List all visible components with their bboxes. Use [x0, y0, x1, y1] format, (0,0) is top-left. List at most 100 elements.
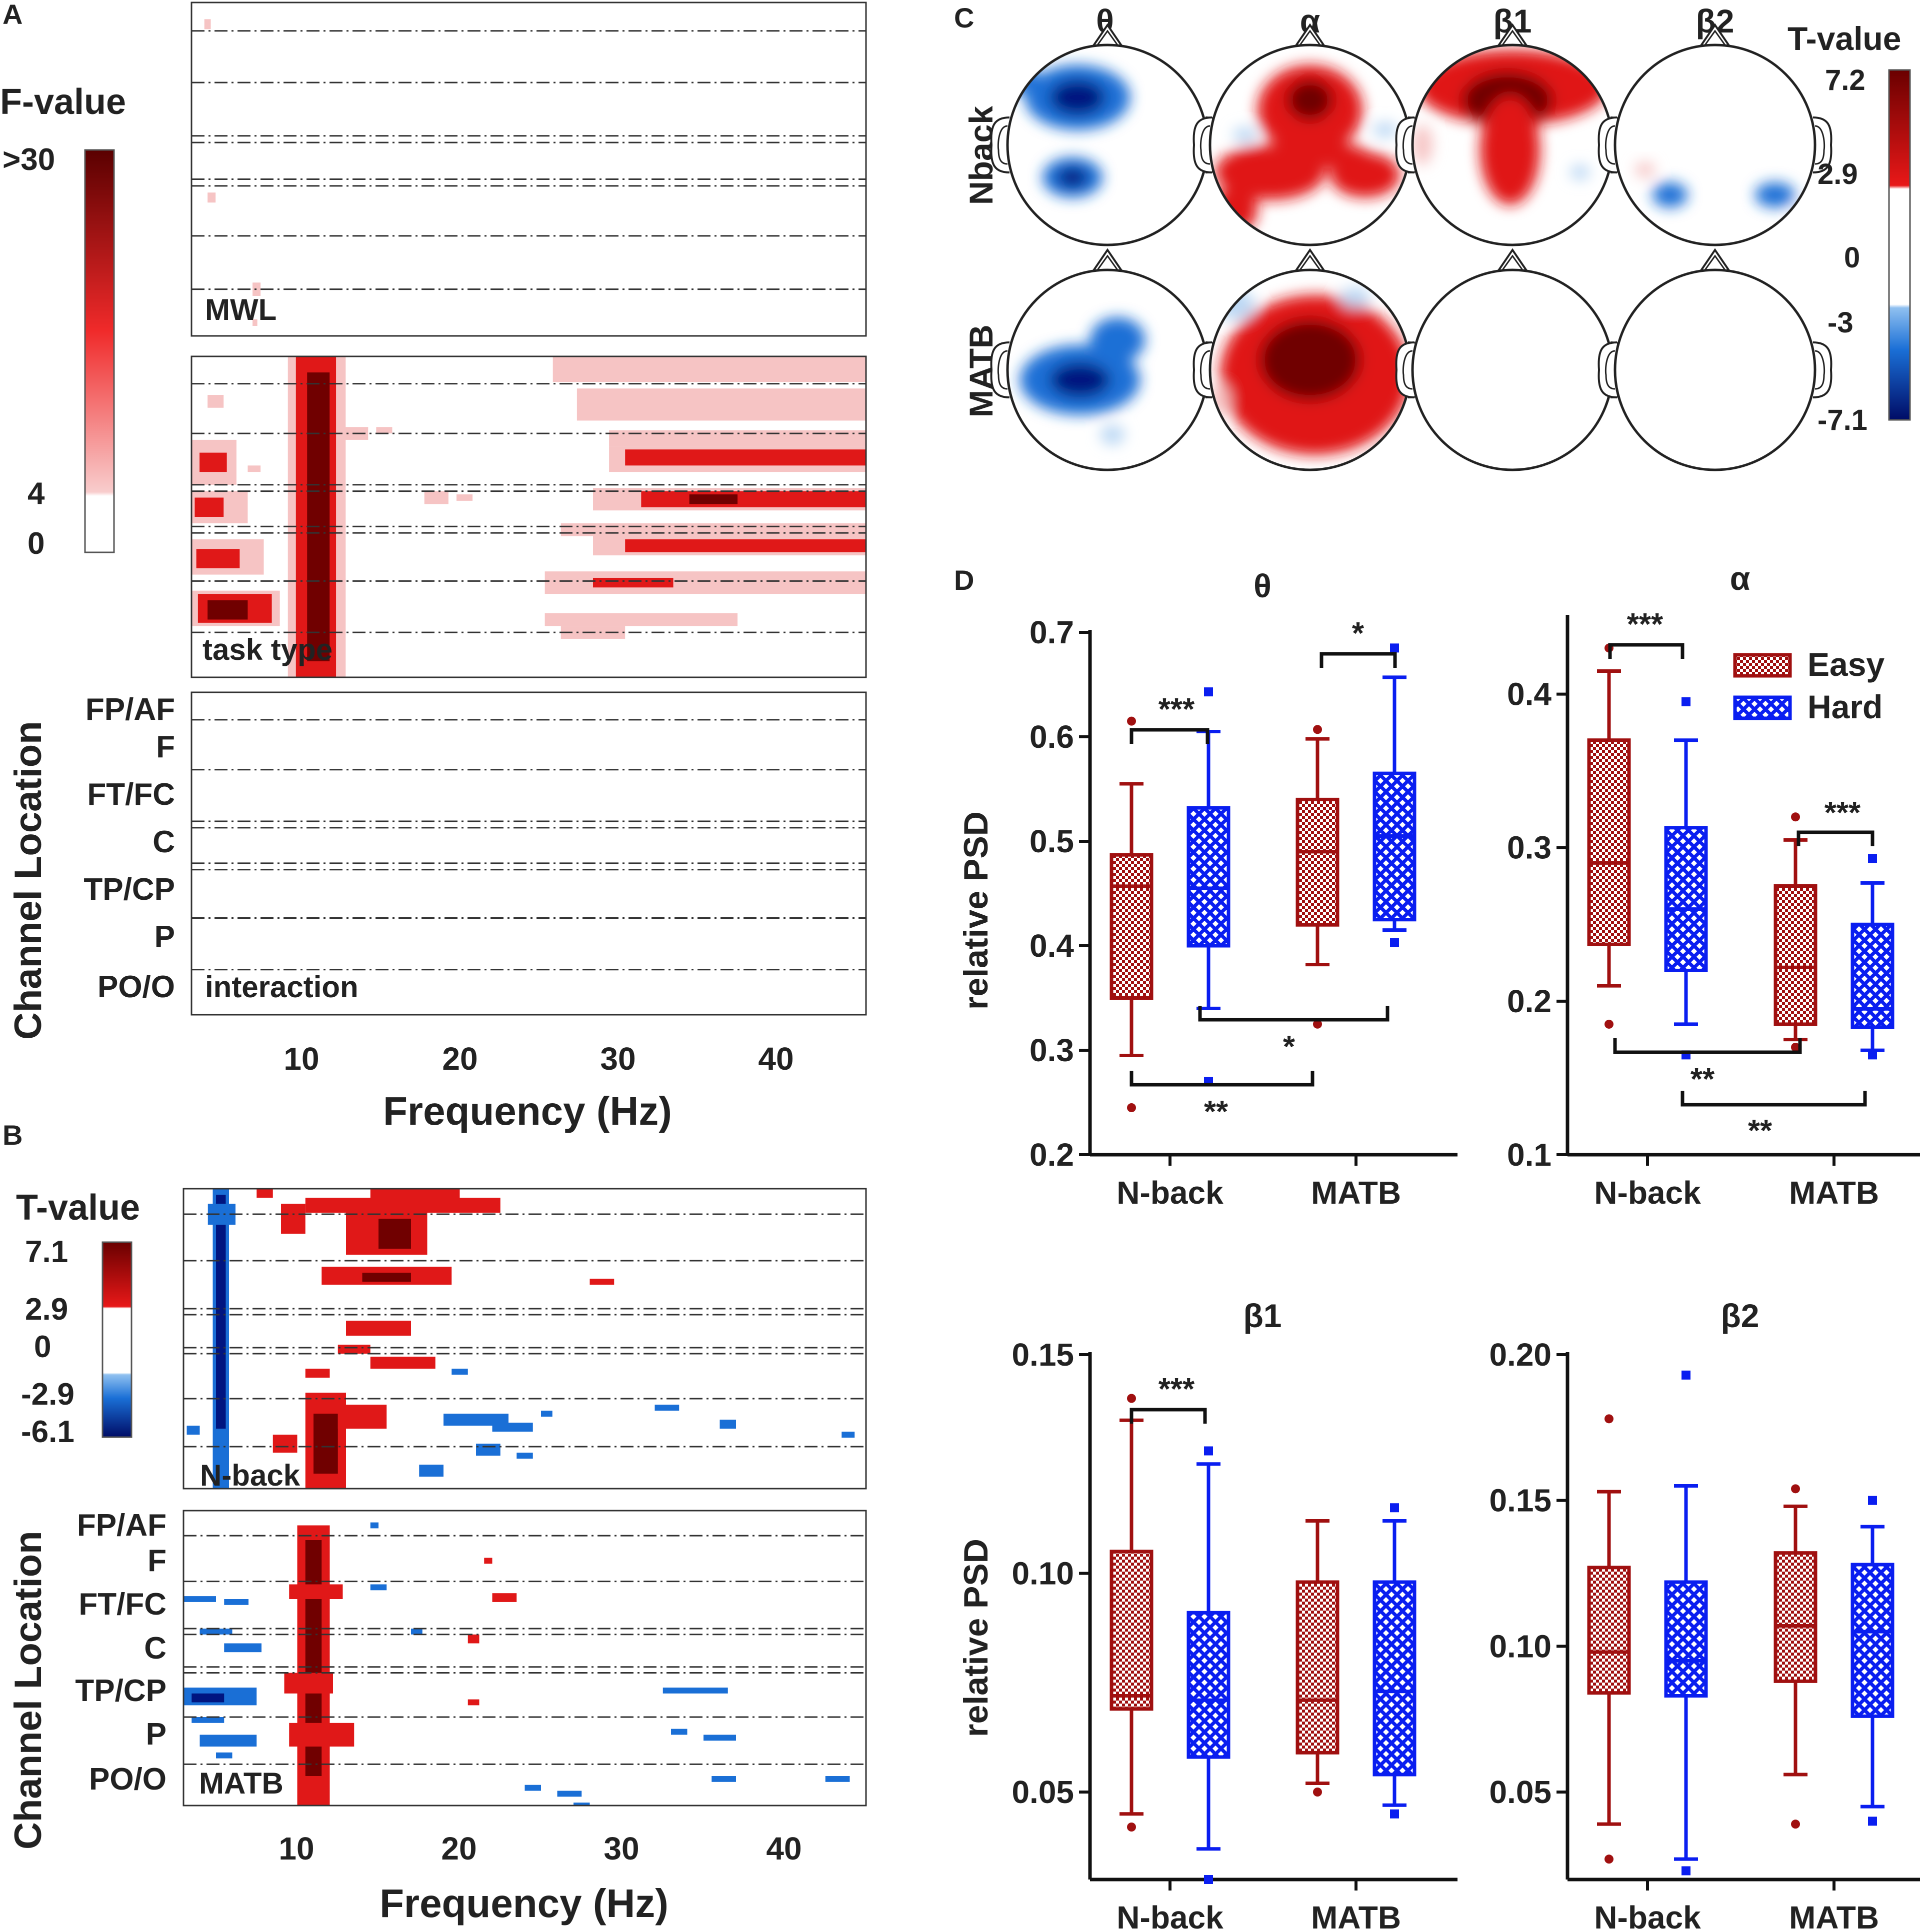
- a-task-blob: [689, 494, 738, 504]
- box-body: [1774, 1551, 1818, 1683]
- y-tick-label: 0.4: [1507, 676, 1552, 712]
- b-nback-blob: [216, 1195, 226, 1429]
- b-matb-blob: [184, 1596, 216, 1602]
- a-heatmap-task-type: [190, 355, 867, 678]
- legend-easy-label: Easy: [1808, 646, 1884, 683]
- c-colorbar-tick-neg-7-1: -7.1: [1818, 404, 1868, 436]
- y-tick-label: 0.15: [1489, 1483, 1552, 1519]
- topomap-blob: [1232, 127, 1258, 142]
- y-tick-label: 0.20: [1489, 1337, 1552, 1373]
- legend: Easy Hard: [1733, 646, 1884, 725]
- b-nback-blob: [281, 1204, 306, 1234]
- y-tick-label: 0.7: [1030, 614, 1074, 650]
- b-colorbar-title: T-value: [16, 1188, 140, 1228]
- x-tick-label: N-back: [1116, 1175, 1224, 1211]
- box-body: [1587, 738, 1631, 946]
- significance-label: ***: [1627, 607, 1664, 642]
- topomap-field: [1412, 50, 1608, 205]
- x-tick-label: N-back: [1594, 1900, 1701, 1932]
- chart-title: β1: [1244, 1297, 1282, 1334]
- b-heatmap-matb: [182, 1510, 867, 1807]
- x-tick-label: MATB: [1311, 1175, 1401, 1211]
- chart-title: θ: [1254, 567, 1272, 604]
- box-outlier: [1313, 1788, 1322, 1797]
- a-task-blob: [424, 491, 448, 504]
- a-task-blob: [196, 549, 240, 568]
- b-colorbar: [102, 1241, 132, 1438]
- a-colorbar-tick-4: 4: [28, 476, 45, 511]
- box-body: [1587, 1566, 1631, 1695]
- b-matb-blob: [712, 1776, 736, 1782]
- b-colorbar-tick-neg-2-9: -2.9: [21, 1377, 74, 1412]
- box-body: [1774, 884, 1818, 1026]
- b-matb-frame: [182, 1510, 867, 1807]
- b-nback-blob: [654, 1405, 680, 1411]
- topomap-ear-inner: [1814, 350, 1826, 390]
- c-colorbar-title: T-value: [1788, 20, 1901, 57]
- topomap-blob: [1340, 287, 1370, 307]
- a-task-blob: [544, 613, 738, 626]
- b-nback-blob: [720, 1420, 736, 1429]
- a-subplot-label-interaction: interaction: [205, 970, 358, 1004]
- box-outlier: [1390, 1809, 1399, 1819]
- topomap: [1395, 248, 1630, 471]
- significance-label: ***: [1158, 692, 1195, 727]
- topomap-blob: [1755, 182, 1795, 207]
- b-nback-blob: [378, 1219, 411, 1249]
- a-channel-f: F: [156, 730, 175, 764]
- b-nback-blob: [541, 1411, 552, 1417]
- topomap-ear: [1598, 116, 1618, 173]
- topomap-ear-inner: [1604, 125, 1616, 165]
- box-hard: [1850, 854, 1894, 1060]
- a-channel-ft-fc: FT/FC: [87, 777, 175, 812]
- topomap: [1598, 248, 1832, 471]
- topomap-ear: [1395, 116, 1415, 173]
- a-mwl-frame: [190, 1, 867, 337]
- a-xlabel: Frequency (Hz): [383, 1089, 672, 1133]
- box-outlier: [1868, 1817, 1877, 1826]
- topomap-nose-inner: [1299, 29, 1321, 45]
- x-tick-label: MATB: [1789, 1900, 1879, 1932]
- topomap: [1598, 23, 1832, 246]
- significance-bracket: [1680, 1091, 1867, 1107]
- b-matb-blob: [216, 1752, 232, 1759]
- topomap-field-blur: [1412, 50, 1608, 205]
- a-task-blob: [641, 491, 866, 507]
- a-mwl-blob: [252, 319, 258, 326]
- significance-bracket: [1613, 1038, 1802, 1054]
- box-hard: [1186, 1446, 1230, 1884]
- b-nback-blob: [452, 1369, 468, 1375]
- chart-title: β2: [1721, 1297, 1760, 1334]
- a-task-blob: [208, 395, 224, 408]
- topomap-blob: [1058, 167, 1088, 187]
- y-tick-label: 0.2: [1507, 983, 1552, 1019]
- topomap-nose: [1699, 248, 1731, 273]
- topomap-nose-inner: [1096, 254, 1118, 270]
- a-colorbar-title: F-value: [0, 82, 126, 122]
- box-body: [1850, 922, 1894, 1029]
- a-task-blob: [576, 388, 866, 421]
- a-task-blob: [194, 497, 224, 517]
- b-matb-blob: [411, 1629, 422, 1635]
- a-task-blob: [625, 539, 866, 552]
- box-outlier: [1313, 725, 1322, 734]
- b-channel-po-o: PO/O: [89, 1762, 166, 1797]
- box-easy: [1296, 1519, 1340, 1797]
- b-matb-blob: [524, 1785, 541, 1791]
- topomap-blob: [1050, 362, 1110, 397]
- boxplot-beta2: 0.05 0.10 0.15 0.20 N-back MATB β2: [1489, 1297, 1920, 1932]
- b-matb-blob: [825, 1776, 850, 1782]
- panel-c: C θ α β1 β2 Nback MATB T-value 7.2 2.9 0…: [954, 2, 1911, 471]
- b-xtick-30: 30: [604, 1831, 639, 1867]
- significance-label: ***: [1824, 796, 1861, 830]
- topomap-nose-inner: [1704, 29, 1726, 45]
- legend-hard-label: Hard: [1808, 688, 1882, 725]
- box-outlier: [1204, 1875, 1213, 1884]
- significance-label: **: [1748, 1114, 1772, 1148]
- a-xtick-40: 40: [758, 1041, 794, 1077]
- a-mwl-blob: [204, 19, 211, 29]
- box-outlier: [1682, 1370, 1690, 1380]
- b-colorbar-tick-2-9: 2.9: [25, 1292, 68, 1327]
- topomap-blob: [1250, 141, 1370, 169]
- significance-label: ***: [1158, 1372, 1195, 1407]
